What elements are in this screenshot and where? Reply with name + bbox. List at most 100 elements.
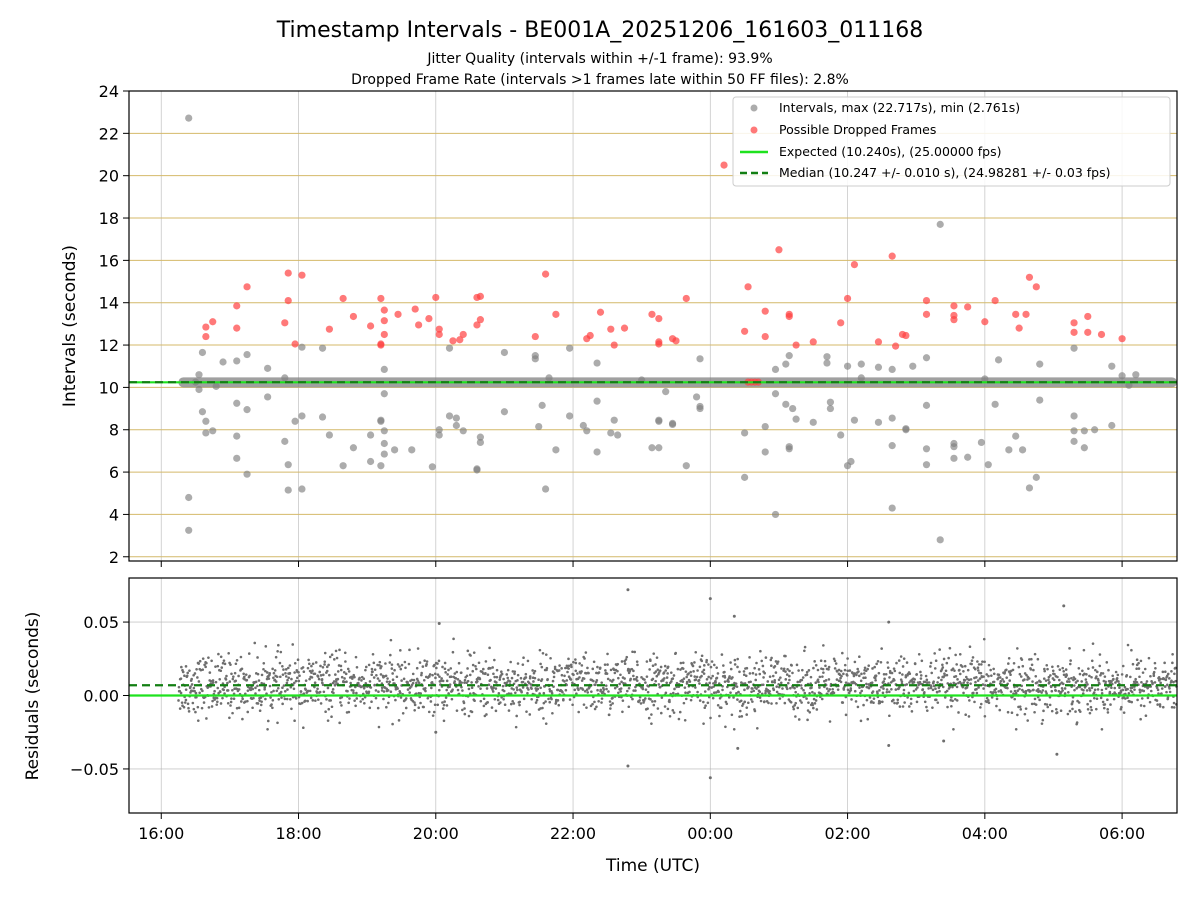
residual-point: [522, 656, 525, 660]
residual-point: [1155, 699, 1159, 702]
residual-point: [633, 650, 637, 654]
residual-point: [827, 665, 831, 669]
residual-point: [892, 698, 895, 702]
residual-point: [323, 663, 326, 666]
interval-point: [500, 408, 509, 416]
residual-point: [184, 665, 188, 668]
residual-point: [1050, 709, 1054, 713]
residual-point: [715, 676, 719, 680]
residual-point: [963, 679, 967, 682]
residual-point: [279, 675, 282, 679]
residual-point: [797, 669, 800, 672]
residual-point: [990, 696, 994, 699]
residual-point: [1108, 682, 1112, 685]
dropped-frame-point: [284, 269, 292, 277]
residual-point: [803, 649, 806, 653]
interval-point: [789, 404, 797, 413]
residual-point: [564, 666, 567, 670]
residual-point: [1163, 661, 1166, 665]
residual-point: [196, 676, 199, 679]
residual-point: [1000, 691, 1003, 694]
residual-point: [265, 692, 268, 695]
residual-point: [331, 688, 335, 691]
residual-point: [367, 663, 371, 667]
residual-point: [317, 677, 321, 681]
residual-point: [254, 686, 257, 690]
residual-point: [369, 686, 373, 689]
residual-point: [1029, 668, 1033, 671]
residual-point: [186, 702, 190, 706]
interval-point: [566, 344, 574, 352]
residual-point: [811, 703, 815, 707]
residual-point: [679, 668, 682, 671]
residual-point: [794, 715, 797, 718]
residual-point: [663, 705, 667, 708]
residual-point: [747, 701, 750, 705]
residual-point: [1138, 675, 1141, 679]
residual-point: [541, 651, 545, 655]
residual-point: [1030, 702, 1034, 706]
residual-point: [208, 671, 212, 674]
residual-point: [800, 701, 803, 704]
residual-point: [512, 702, 516, 705]
residual-point: [318, 670, 322, 674]
residual-point: [270, 703, 273, 706]
dropped-frame-point: [874, 338, 883, 346]
residual-point: [229, 700, 233, 704]
interval-point: [761, 422, 769, 431]
interval-point: [1012, 432, 1020, 440]
residual-point: [531, 669, 534, 672]
residual-point: [808, 691, 811, 695]
dropped-frame-point: [394, 310, 402, 318]
residual-point: [1045, 663, 1049, 667]
residual-point: [285, 697, 289, 701]
residual-point: [1024, 691, 1028, 695]
residual-point: [1046, 705, 1050, 709]
residual-point: [816, 668, 820, 672]
residual-point: [1085, 680, 1088, 684]
interval-point: [857, 374, 865, 382]
residual-point: [627, 686, 631, 690]
residual-point: [702, 668, 706, 672]
bottom-xtick-label: 22:00: [550, 824, 596, 843]
residual-point: [398, 665, 401, 668]
residual-point: [1120, 673, 1124, 676]
residual-point: [968, 699, 971, 702]
residual-point: [913, 662, 917, 666]
interval-point: [380, 390, 388, 398]
interval-point: [1032, 473, 1040, 481]
residual-point: [1095, 697, 1099, 701]
residual-point: [872, 701, 875, 704]
residual-point: [1085, 689, 1089, 692]
residual-point: [678, 710, 682, 714]
residual-point: [479, 687, 482, 690]
residual-point: [963, 664, 967, 668]
residual-point: [1049, 674, 1052, 677]
residual-point: [347, 710, 351, 714]
interval-point: [614, 431, 622, 439]
residual-point: [886, 661, 889, 664]
residual-point: [497, 692, 501, 695]
residual-point: [814, 663, 818, 667]
interval-point: [545, 374, 553, 382]
residual-point: [283, 697, 287, 701]
residual-point: [475, 667, 478, 671]
residual-point: [994, 687, 998, 691]
residual-point: [1024, 689, 1028, 693]
residual-point: [412, 678, 416, 682]
residual-point: [585, 706, 588, 709]
residual-point: [363, 701, 366, 705]
residual-point: [433, 703, 437, 707]
legend-label-dropped: Possible Dropped Frames: [779, 122, 936, 137]
residual-point: [980, 663, 983, 666]
residual-point: [1121, 688, 1125, 692]
residual-point: [1153, 661, 1157, 665]
residual-point: [894, 688, 898, 691]
interval-point: [922, 461, 931, 469]
residual-point: [875, 662, 878, 666]
interval-point: [1025, 484, 1034, 492]
residual-point: [1053, 685, 1057, 689]
interval-point: [1070, 344, 1078, 352]
top-ytick-label: 8: [109, 421, 119, 440]
residual-point: [880, 647, 883, 650]
